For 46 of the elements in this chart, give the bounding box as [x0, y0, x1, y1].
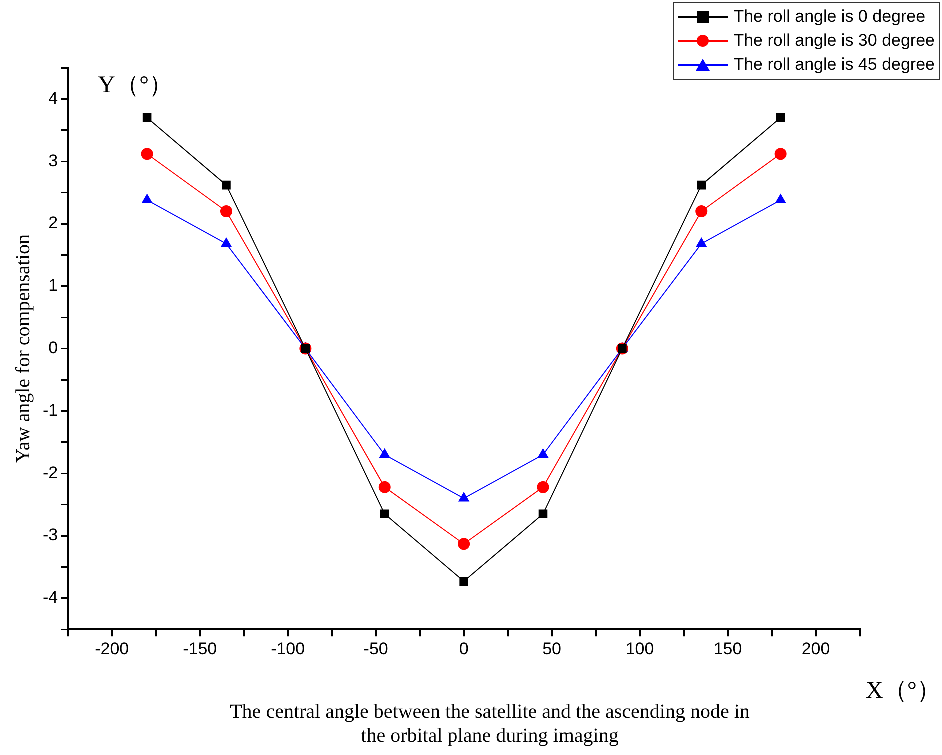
point	[221, 238, 232, 248]
x-tick-label: -100	[271, 639, 306, 658]
x-axis-title: The central angle between the satellite and the ascending node in the orbital plane during imaging	[230, 700, 750, 748]
point	[141, 148, 154, 160]
legend-label: The roll angle is 0 degree	[734, 7, 926, 27]
point	[222, 180, 231, 190]
y-axis-title: Yaw angle for compensation	[12, 234, 34, 464]
y-tick-label: 4	[48, 88, 58, 108]
x-tick-label: 50	[542, 639, 562, 658]
point	[142, 114, 152, 122]
point	[380, 448, 390, 458]
point	[776, 194, 786, 204]
point	[538, 448, 549, 458]
point	[537, 481, 550, 494]
y-tick-label: 0	[48, 338, 58, 358]
point	[538, 510, 548, 519]
annotation: Y（°）	[98, 72, 174, 98]
legend-label: The roll angle is 30 degree	[734, 31, 935, 51]
point	[697, 180, 706, 190]
point	[774, 148, 787, 160]
y-tick-label: -3	[42, 526, 58, 545]
x-tick-label: -200	[95, 639, 130, 658]
x-tick-label: 150	[714, 639, 742, 658]
y-tick-label: 3	[48, 151, 58, 170]
x-tick-label: 0	[459, 639, 469, 658]
y-tick-label: 2	[48, 214, 58, 233]
y-tick-label: -4	[42, 588, 58, 608]
point	[776, 114, 786, 122]
point	[460, 577, 468, 586]
point	[378, 481, 391, 494]
point	[220, 206, 232, 218]
point	[696, 238, 707, 248]
point	[380, 510, 390, 519]
point	[458, 538, 470, 550]
x-tick-label: -50	[364, 639, 388, 658]
x-tick-label: 200	[802, 639, 830, 658]
point	[458, 492, 470, 502]
point	[696, 206, 708, 218]
point	[142, 194, 153, 204]
y-tick-label: -1	[42, 400, 58, 420]
y-tick-label: -2	[42, 463, 58, 482]
text: X（°）	[866, 678, 941, 704]
legend-label: The roll angle is 45 degree	[734, 55, 935, 75]
x-tick-label: -150	[183, 639, 218, 658]
x-tick-label: 100	[626, 639, 654, 658]
y-tick-label: 1	[48, 276, 58, 296]
